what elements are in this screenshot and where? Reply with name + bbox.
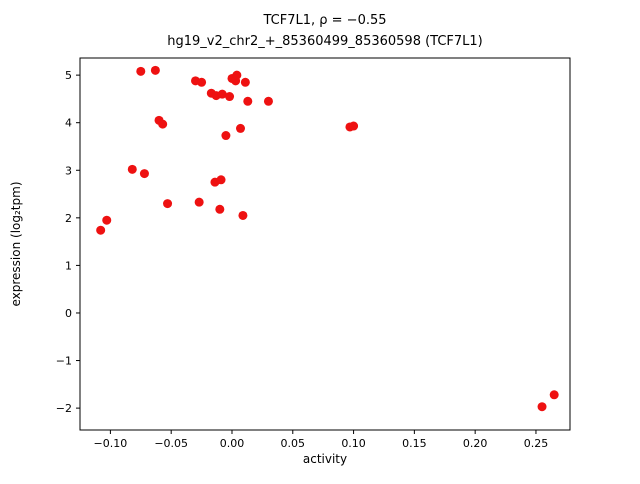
plot-frame — [79, 57, 571, 431]
scatter-point — [238, 210, 248, 220]
x-tick-label: 0.00 — [220, 437, 245, 450]
scatter-point — [150, 65, 160, 75]
scatter-point — [232, 70, 242, 80]
scatter-point — [163, 199, 173, 209]
y-tick-label: 4 — [65, 117, 72, 130]
y-tick-label: 3 — [65, 164, 72, 177]
x-tick-label: 0.10 — [341, 437, 366, 450]
scatter-point — [243, 96, 253, 106]
y-tick-label: 5 — [65, 69, 72, 82]
scatter-point — [240, 77, 250, 87]
y-tick-label: −1 — [56, 355, 72, 368]
x-tick-label: −0.10 — [94, 437, 128, 450]
scatter-point — [102, 215, 112, 225]
scatter-point — [215, 204, 225, 214]
scatter-point — [158, 119, 168, 129]
scatter-point — [194, 197, 204, 207]
y-axis-label: expression (log₂tpm) — [9, 181, 23, 306]
scatter-point — [263, 96, 273, 106]
y-tick-label: 0 — [65, 307, 72, 320]
scatter-point — [349, 121, 359, 131]
scatter-point — [225, 92, 235, 102]
scatter-point — [537, 402, 547, 412]
scatter-point — [139, 169, 149, 179]
plot-subtitle: hg19_v2_chr2_+_85360499_85360598 (TCF7L1… — [167, 34, 483, 49]
x-tick-label: 0.15 — [402, 437, 427, 450]
y-tick-label: 2 — [65, 212, 72, 225]
axes-spine — [79, 57, 571, 431]
scatter-point — [235, 123, 245, 133]
x-tick-label: 0.25 — [524, 437, 549, 450]
x-axis-label: activity — [303, 452, 347, 466]
x-tick-label: 0.05 — [281, 437, 306, 450]
y-tick-label: −2 — [56, 402, 72, 415]
plot-title: TCF7L1, ρ = −0.55 — [262, 13, 386, 28]
scatter-points — [96, 65, 559, 412]
scatter-point — [216, 175, 226, 185]
scatter-point — [136, 66, 146, 76]
scatter-point — [96, 225, 106, 235]
y-tick-label: 1 — [65, 259, 72, 272]
scatter-point — [127, 164, 137, 174]
x-tick-label: 0.20 — [463, 437, 488, 450]
scatter-point — [221, 131, 231, 141]
scatter-point — [217, 89, 227, 99]
axis-ticks: −0.10 −0.05 0.00 0.05 0.10 0.15 0.20 0.25 −2 −1 0 1… — [56, 69, 548, 450]
scatter-point — [549, 390, 559, 400]
x-tick-label: −0.05 — [154, 437, 188, 450]
scatter-point — [197, 77, 207, 87]
